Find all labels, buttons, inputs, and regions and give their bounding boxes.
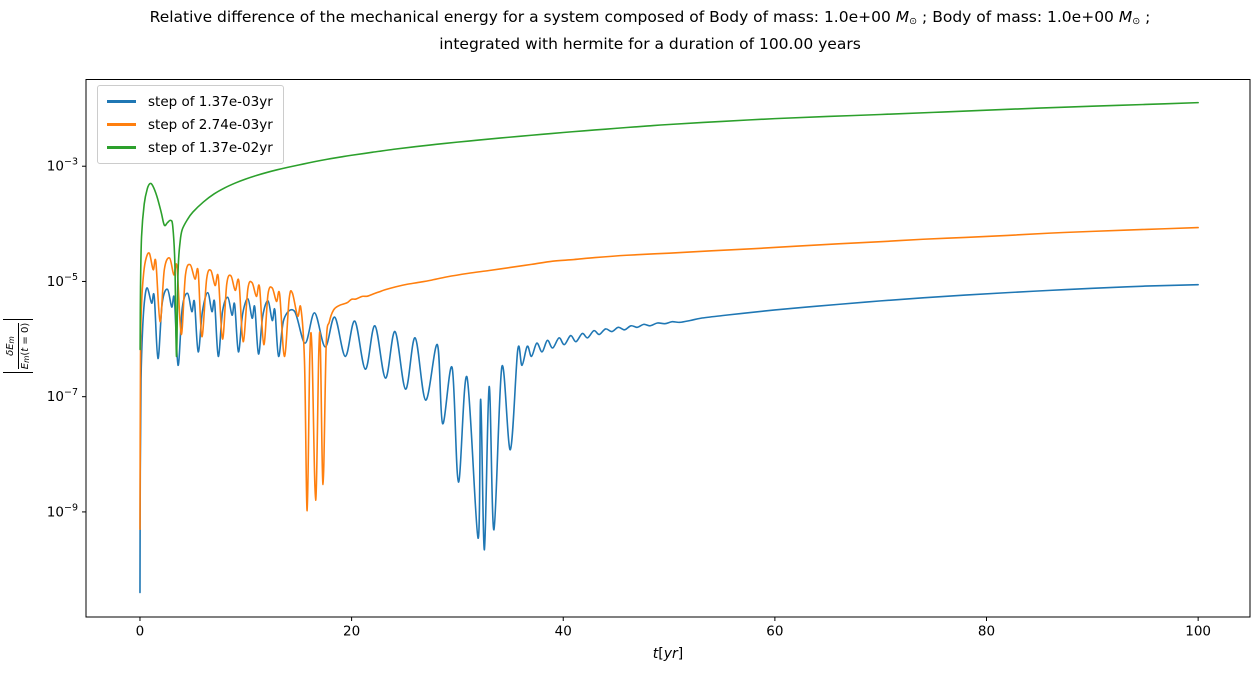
legend-line-swatch xyxy=(107,146,136,149)
legend-label: step of 1.37e-03yr xyxy=(148,93,273,110)
axes-frame xyxy=(85,79,1251,618)
chart-title: Relative difference of the mechanical en… xyxy=(0,6,1259,56)
series-line-1 xyxy=(139,226,1199,531)
x-tick-label-20: 20 xyxy=(343,624,360,640)
series-group xyxy=(139,101,1199,594)
legend-line-swatch xyxy=(107,123,136,126)
sun-symbol: ⊙ xyxy=(1132,16,1141,27)
abs-bar xyxy=(3,318,33,320)
fraction-numerator: δEm xyxy=(4,336,16,356)
fraction-rule xyxy=(17,322,19,370)
y-axis-label: δEm Em(t = 0) xyxy=(0,298,36,394)
abs-bar xyxy=(3,372,33,374)
y-tick-label-−3: 10−3 xyxy=(47,157,78,175)
legend-line-swatch xyxy=(107,100,136,103)
legend-label: step of 2.74e-03yr xyxy=(148,116,273,133)
mass-symbol: M xyxy=(1118,8,1133,26)
mass-symbol: M xyxy=(895,8,910,26)
chart-title-line1: Relative difference of the mechanical en… xyxy=(149,8,1151,27)
fraction: δEm Em(t = 0) xyxy=(4,322,32,370)
x-axis-label: t[yr] xyxy=(652,646,684,662)
legend-item: step of 2.74e-03yr xyxy=(107,113,273,136)
x-tick-label-60: 60 xyxy=(766,624,783,640)
x-tick-label-40: 40 xyxy=(555,624,572,640)
legend: step of 1.37e-03yr step of 2.74e-03yr st… xyxy=(97,85,284,164)
x-tick-label-80: 80 xyxy=(978,624,995,640)
series-line-2 xyxy=(139,101,1199,358)
legend-item: step of 1.37e-02yr xyxy=(107,136,273,159)
y-tick-label-−9: 10−9 xyxy=(47,502,78,520)
chart-title-line2: integrated with hermite for a duration o… xyxy=(439,35,861,53)
series-line-0 xyxy=(139,283,1199,594)
sun-symbol: ⊙ xyxy=(909,16,918,27)
x-tick-label-100: 100 xyxy=(1185,624,1211,640)
x-tick-label-0: 0 xyxy=(136,624,145,640)
y-tick-label-−5: 10−5 xyxy=(47,272,78,290)
legend-label: step of 1.37e-02yr xyxy=(148,139,273,156)
fraction-denominator: Em(t = 0) xyxy=(19,322,31,370)
legend-item: step of 1.37e-03yr xyxy=(107,90,273,113)
y-tick-label-−7: 10−7 xyxy=(47,387,78,405)
